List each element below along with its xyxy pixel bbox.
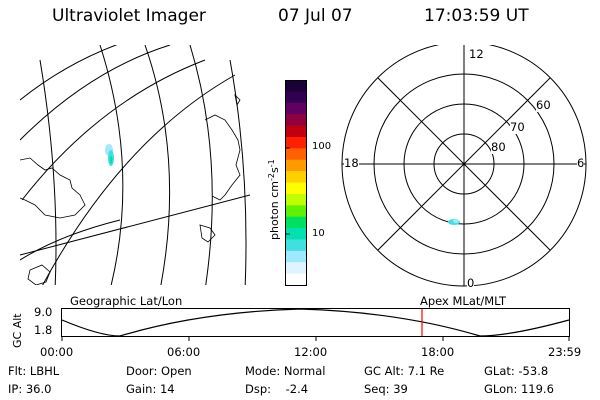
auroral-emission (105, 144, 114, 166)
color-bar-swatch (285, 148, 307, 161)
date-label: 07 Jul 07 (278, 6, 353, 26)
color-bar-swatch (285, 250, 307, 263)
latitude-line (20, 45, 171, 141)
instrument-title: Ultraviolet Imager (52, 6, 206, 26)
color-bar-swatch (285, 239, 307, 252)
meridian-line (99, 45, 124, 285)
status-filter: Flt: LBHL (8, 364, 60, 378)
color-bar-tick-100: 100 (312, 141, 332, 152)
meridian-line (144, 45, 171, 285)
svg-text:photon cm-2s-1: photon cm-2s-1 (267, 159, 281, 240)
color-bar-unit-label: photon cm-2s-1 (267, 159, 281, 240)
timeline-ytick-bottom: 1.8 (34, 323, 53, 337)
timeline-xtick: 00:00 (40, 345, 74, 359)
color-bar-swatch (285, 216, 307, 229)
color-bar-swatch (285, 262, 307, 275)
coastline (199, 224, 216, 243)
color-bar (285, 80, 307, 286)
altitude-curve (61, 308, 570, 337)
lat-label-70: 70 (510, 120, 525, 134)
lat-label-60: 60 (536, 98, 551, 112)
status-gc-alt: GC Alt: 7.1 Re (364, 364, 445, 378)
status-glon: GLon: 119.6 (484, 382, 554, 396)
color-bar-swatch (285, 182, 307, 195)
timeline-xtick: 23:59 (548, 345, 582, 359)
coastline (20, 157, 86, 219)
color-bar-swatch (285, 136, 307, 149)
mlt-label-12: 12 (469, 47, 484, 61)
latitude-line (20, 45, 118, 101)
polar-panel-label: Apex MLat/MLT (420, 294, 507, 308)
color-bar-tick-10: 10 (312, 228, 325, 239)
color-bar-swatch (285, 171, 307, 184)
timeline-xtick: 18:00 (421, 345, 455, 359)
color-bar-swatch (285, 228, 307, 241)
status-mode: Mode: Normal (245, 364, 326, 378)
color-bar-swatch (285, 159, 307, 172)
status-ip: IP: 36.0 (8, 382, 52, 396)
mlt-label-0: 0 (467, 276, 475, 290)
latitude-line (21, 59, 206, 201)
coastline (204, 114, 241, 201)
timeline-xtick: 12:00 (294, 345, 328, 359)
color-bar-swatch (285, 114, 307, 127)
coastline (234, 93, 241, 107)
color-bar-swatch (285, 273, 307, 286)
color-bar-swatch (285, 193, 307, 206)
polar-plot (341, 45, 587, 287)
meridian-line (189, 45, 213, 285)
mlt-label-6: 6 (577, 156, 585, 170)
timeline-ylabel: GC Alt (11, 313, 24, 348)
status-dsp: Dsp: -2.4 (245, 382, 309, 396)
status-gain: Gain: 14 (126, 382, 175, 396)
latitude-line (42, 74, 236, 285)
time-label: 17:03:59 UT (424, 6, 529, 26)
timeline-xtick: 06:00 (167, 345, 201, 359)
meridian-line (39, 59, 57, 285)
mlt-label-18: 18 (344, 156, 359, 170)
meridian-line (20, 194, 250, 256)
status-door: Door: Open (126, 364, 192, 378)
color-bar-swatch (285, 80, 307, 92)
status-glat: GLat: -53.8 (484, 364, 549, 378)
timeline-ytick-top: 9.0 (34, 305, 53, 319)
polar-diagonal (377, 77, 551, 251)
altitude-timeline: GC Alt (11, 308, 570, 348)
status-seq: Seq: 39 (364, 382, 408, 396)
timeline-frame (61, 308, 570, 337)
meridian-line (20, 219, 121, 261)
lat-label-80: 80 (491, 140, 506, 154)
geographic-panel-label: Geographic Lat/Lon (70, 294, 183, 308)
color-bar-swatch (285, 125, 307, 138)
color-bar-swatch (285, 102, 307, 115)
meridian-line (229, 59, 247, 285)
color-bar-swatch (285, 91, 307, 104)
coastline (27, 264, 51, 285)
color-bar-swatch (285, 205, 307, 218)
